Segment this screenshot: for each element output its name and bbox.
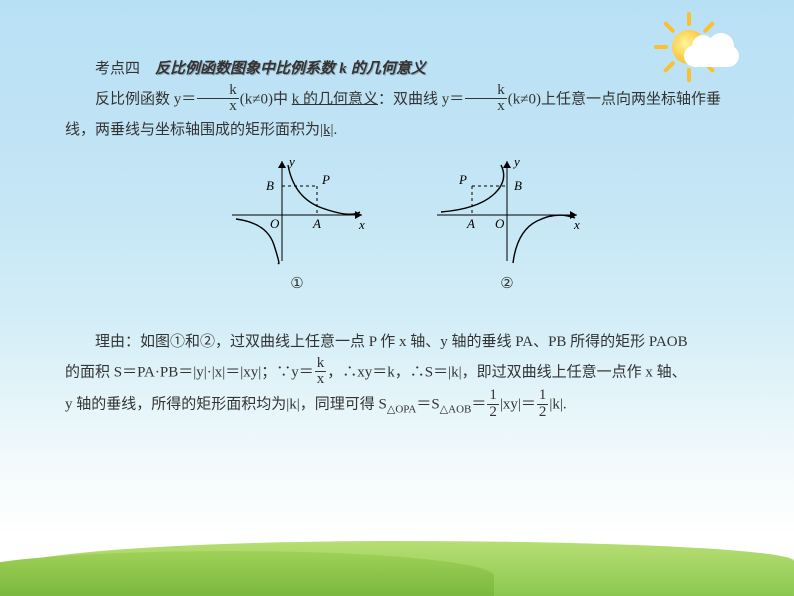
- reason-block: 理由：如图①和②，过双曲线上任意一点 P 作 x 轴、y 轴的垂线 PA、PB …: [65, 328, 744, 422]
- intro-line-2: 线，两垂线与坐标轴围成的矩形面积为|k|.: [65, 116, 744, 145]
- underlined-term: k 的几何意义: [292, 91, 378, 107]
- diagram-2-label: ②: [427, 270, 587, 299]
- label-x2: x: [573, 217, 580, 232]
- label-B: B: [266, 178, 274, 193]
- subscript-aob: △AOB: [440, 404, 472, 416]
- reason-line-3: y 轴的垂线，所得的矩形面积均为|k|，同理可得 S△OPA＝S△AOB＝12|…: [65, 389, 744, 422]
- fraction-half-1: 12: [487, 388, 499, 421]
- reason-line-1: 理由：如图①和②，过双曲线上任意一点 P 作 x 轴、y 轴的垂线 PA、PB …: [65, 328, 744, 357]
- diagram-2-svg: P B A O x y: [427, 153, 587, 268]
- diagram-2: P B A O x y ②: [427, 153, 587, 299]
- label-O2: O: [495, 216, 505, 231]
- grass-bg-2: [0, 551, 494, 596]
- label-O: O: [270, 216, 280, 231]
- label-P: P: [321, 172, 330, 187]
- diagram-1: P B A O x y ①: [222, 153, 372, 299]
- diagrams-row: P B A O x y ①: [65, 153, 744, 299]
- reason-line-2: 的面积 S＝PA·PB＝|y|·|x|＝|xy|；∵y＝kx，∴xy＝k，∴S＝…: [65, 357, 744, 390]
- heading-prefix: 考点四: [95, 61, 155, 77]
- heading-title: 反比例函数图象中比例系数 k 的几何意义: [155, 60, 426, 77]
- subscript-opa: △OPA: [387, 404, 416, 416]
- underlined-abs-k: |k|: [320, 122, 334, 138]
- label-A2: A: [466, 216, 475, 231]
- label-x: x: [358, 217, 365, 232]
- label-y2: y: [512, 154, 520, 169]
- fraction-half-2: 12: [537, 388, 549, 421]
- fraction-k-over-x-2: kx: [465, 83, 507, 116]
- label-y: y: [287, 154, 295, 169]
- label-A: A: [312, 216, 321, 231]
- diagram-1-label: ①: [222, 270, 372, 299]
- section-heading: 考点四 反比例函数图象中比例系数 k 的几何意义: [65, 55, 744, 84]
- intro-line-1: 反比例函数 y＝kx(k≠0)中 k 的几何意义：双曲线 y＝kx(k≠0)上任…: [65, 84, 744, 117]
- page-content: 考点四 反比例函数图象中比例系数 k 的几何意义 反比例函数 y＝kx(k≠0)…: [0, 0, 794, 422]
- diagram-1-svg: P B A O x y: [222, 153, 372, 268]
- label-B2: B: [514, 178, 522, 193]
- fraction-reason-kx: kx: [315, 356, 327, 389]
- label-P2: P: [458, 172, 467, 187]
- fraction-k-over-x: kx: [197, 83, 239, 116]
